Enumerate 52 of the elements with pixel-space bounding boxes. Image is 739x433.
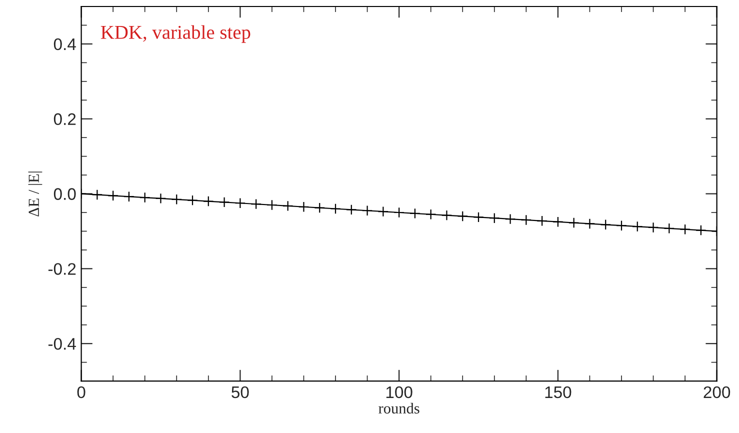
point (536, 216, 548, 226)
x-tick-label: 100 (386, 386, 412, 398)
x-tick-label: 50 (232, 386, 249, 398)
point (632, 221, 643, 232)
point (488, 212, 500, 224)
y-tick-label: -0.4 (48, 338, 76, 350)
point (171, 194, 182, 205)
point (139, 192, 150, 203)
point (298, 201, 310, 212)
point (473, 212, 484, 223)
point (266, 200, 278, 210)
point (234, 198, 246, 209)
point (124, 191, 134, 202)
point (394, 207, 404, 218)
point (92, 189, 103, 200)
y-axis-title: ΔE / |E| (28, 172, 42, 216)
point (202, 196, 214, 207)
point (108, 190, 118, 202)
point (441, 210, 452, 221)
point (187, 194, 198, 206)
point (504, 214, 516, 224)
point (346, 204, 357, 216)
point (648, 222, 659, 233)
point (520, 214, 532, 226)
point (584, 218, 596, 230)
x-axis-title: rounds (378, 402, 420, 414)
y-tick-label: 0.2 (54, 113, 76, 126)
point (552, 216, 564, 228)
annotation: KDK, variable step (100, 25, 250, 43)
point (314, 202, 326, 214)
point (410, 208, 420, 219)
y-tick-label: 0.0 (54, 188, 76, 200)
point (680, 224, 690, 235)
point (600, 219, 612, 230)
point (616, 220, 627, 232)
point (425, 208, 436, 220)
x-tick-label: 150 (545, 386, 572, 398)
point (155, 193, 166, 204)
x-tick-label: 200 (704, 386, 730, 398)
point (696, 224, 706, 236)
x-tick-label: 0 (77, 386, 86, 398)
point (330, 203, 341, 214)
point (282, 200, 294, 212)
point (568, 217, 580, 228)
y-tick-label: 0.4 (54, 38, 76, 50)
point (218, 196, 230, 208)
point (457, 210, 468, 222)
point (378, 206, 389, 217)
point (362, 205, 373, 216)
point (250, 198, 262, 210)
y-tick-label: -0.2 (48, 263, 76, 275)
point (664, 222, 675, 234)
